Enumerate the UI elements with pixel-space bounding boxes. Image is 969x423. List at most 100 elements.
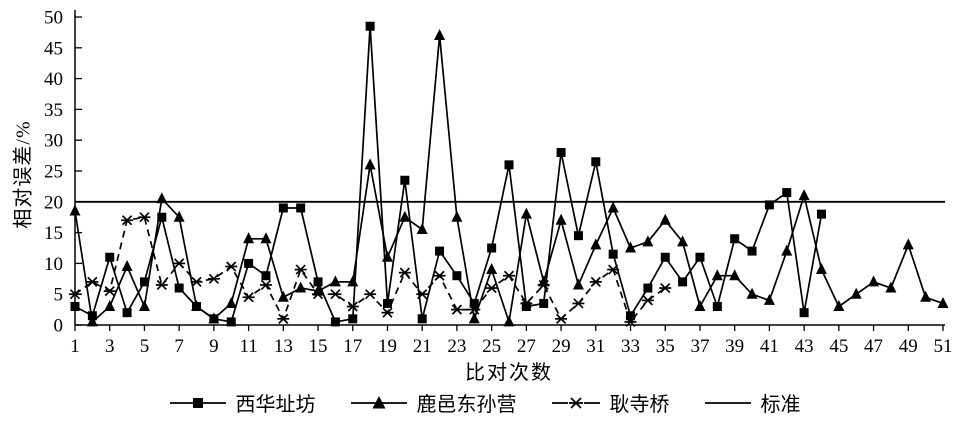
marker-triangle bbox=[920, 290, 932, 302]
legend-item-series-3: 标准 bbox=[704, 388, 801, 417]
marker-square bbox=[330, 317, 340, 327]
marker-asterisk bbox=[537, 279, 550, 291]
marker-triangle bbox=[642, 235, 654, 247]
x-tick-label: 5 bbox=[140, 336, 150, 357]
marker-asterisk bbox=[381, 307, 394, 318]
x-tick-label: 13 bbox=[274, 336, 293, 357]
marker-triangle bbox=[121, 259, 133, 271]
marker-triangle bbox=[677, 235, 689, 247]
marker-square bbox=[70, 302, 80, 312]
marker-triangle bbox=[69, 204, 81, 216]
marker-asterisk bbox=[259, 279, 272, 291]
y-tick-label: 35 bbox=[44, 100, 63, 121]
x-tick-label: 9 bbox=[209, 336, 219, 357]
marker-asterisk bbox=[312, 289, 325, 300]
marker-triangle bbox=[312, 284, 324, 296]
marker-asterisk bbox=[450, 304, 463, 315]
y-axis-title: 相对误差/% bbox=[12, 120, 35, 229]
marker-triangle bbox=[191, 300, 203, 312]
y-tick-label: 40 bbox=[44, 69, 63, 90]
marker-triangle bbox=[329, 275, 341, 287]
marker-square bbox=[469, 298, 479, 308]
marker-square bbox=[348, 314, 358, 324]
marker-square bbox=[764, 200, 774, 210]
marker-square bbox=[296, 203, 306, 213]
marker-square bbox=[261, 271, 271, 281]
marker-asterisk bbox=[364, 289, 377, 300]
marker-square bbox=[539, 298, 549, 308]
x-tick-label: 41 bbox=[760, 336, 779, 357]
marker-square bbox=[313, 277, 323, 287]
marker-triangle bbox=[416, 223, 428, 235]
series-0-line bbox=[74, 25, 823, 323]
marker-triangle bbox=[451, 210, 463, 222]
marker-asterisk bbox=[121, 215, 134, 226]
marker-asterisk bbox=[520, 298, 533, 309]
marker-asterisk bbox=[138, 212, 151, 223]
marker-square bbox=[747, 246, 757, 256]
x-tick-label: 33 bbox=[621, 336, 640, 357]
marker-asterisk bbox=[103, 286, 116, 297]
marker-triangle bbox=[572, 278, 584, 290]
marker-triangle bbox=[173, 210, 185, 222]
marker-asterisk bbox=[86, 276, 99, 287]
marker-asterisk bbox=[624, 316, 637, 328]
y-tick-label: 45 bbox=[44, 38, 63, 59]
x-tick-label: 47 bbox=[864, 336, 883, 357]
marker-square bbox=[660, 252, 670, 262]
marker-asterisk bbox=[190, 276, 203, 287]
marker-square bbox=[365, 21, 375, 31]
legend-label-series-1: 鹿邑东孙营 bbox=[416, 394, 517, 416]
marker-triangle bbox=[625, 241, 637, 253]
marker-square bbox=[244, 258, 254, 268]
marker-asterisk bbox=[555, 313, 568, 324]
marker-triangle bbox=[694, 300, 706, 312]
marker-triangle bbox=[590, 238, 602, 250]
marker-square bbox=[487, 243, 497, 253]
x-tick-label: 23 bbox=[447, 336, 466, 357]
marker-square bbox=[452, 271, 462, 281]
x-tick-label: 35 bbox=[656, 336, 675, 357]
x-tick-label: 25 bbox=[482, 336, 501, 357]
legend-marker-triangle bbox=[350, 395, 407, 408]
marker-triangle bbox=[225, 296, 237, 308]
marker-asterisk bbox=[398, 267, 411, 278]
marker-asterisk bbox=[69, 289, 81, 300]
marker-square bbox=[400, 175, 410, 185]
marker-triangle bbox=[902, 238, 914, 250]
x-tick-label: 51 bbox=[934, 336, 953, 357]
x-tick-label: 21 bbox=[413, 336, 432, 357]
marker-triangle bbox=[243, 232, 255, 244]
marker-triangle bbox=[156, 192, 168, 204]
marker-asterisk bbox=[468, 304, 481, 315]
legend-label-series-2: 耿寺桥 bbox=[609, 394, 670, 416]
x-axis-title: 比对次数 bbox=[465, 362, 553, 384]
marker-triangle bbox=[833, 300, 845, 312]
marker-triangle bbox=[937, 296, 949, 308]
marker-triangle bbox=[381, 250, 393, 262]
legend-item-series-2: 耿寺桥 bbox=[551, 388, 670, 417]
marker-asterisk bbox=[485, 282, 498, 294]
marker-square bbox=[730, 234, 740, 244]
legend: 西华址坊 鹿邑东孙营 耿寺桥 标准 bbox=[0, 388, 969, 417]
y-tick-label: 0 bbox=[54, 316, 64, 337]
x-tick-label: 19 bbox=[378, 336, 397, 357]
x-tick-label: 49 bbox=[899, 336, 918, 357]
marker-triangle bbox=[347, 275, 359, 287]
y-tick-label: 10 bbox=[44, 254, 63, 275]
y-tick-label: 20 bbox=[44, 192, 63, 213]
marker-square bbox=[556, 148, 566, 158]
marker-triangle bbox=[486, 263, 498, 275]
marker-square bbox=[816, 209, 826, 219]
x-tick-label: 7 bbox=[174, 336, 184, 357]
x-tick-label: 17 bbox=[343, 336, 362, 357]
marker-triangle bbox=[468, 312, 480, 324]
marker-triangle bbox=[434, 28, 446, 40]
marker-square bbox=[521, 302, 531, 312]
marker-square bbox=[417, 314, 427, 324]
marker-triangle bbox=[104, 300, 116, 312]
marker-asterisk bbox=[225, 261, 238, 272]
series-asterisk bbox=[69, 212, 672, 328]
marker-triangle bbox=[763, 293, 775, 305]
